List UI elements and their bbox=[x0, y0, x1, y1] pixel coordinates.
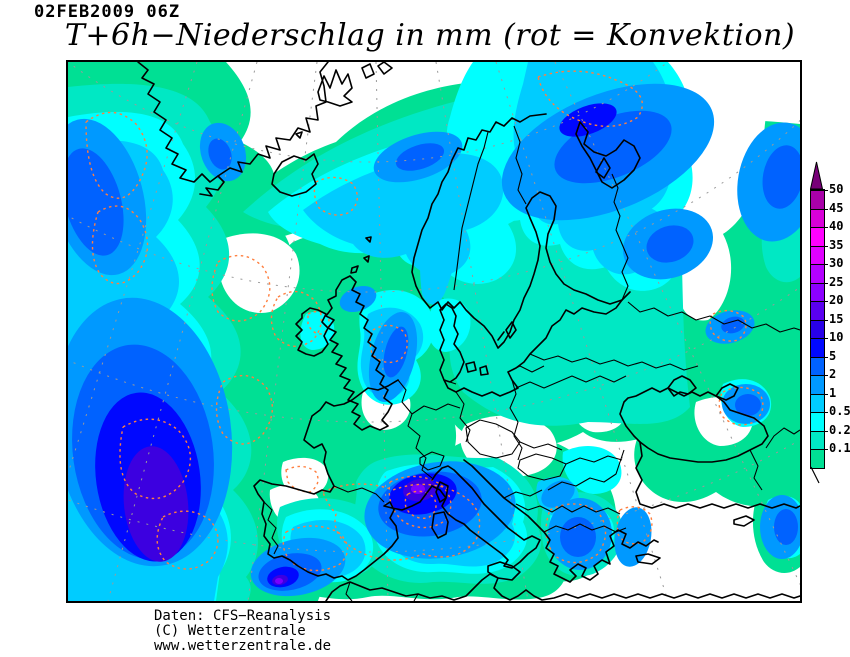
weather-map bbox=[66, 60, 802, 603]
legend-band bbox=[811, 449, 824, 468]
footer-url[interactable]: www.wetterzentrale.de bbox=[154, 638, 332, 654]
legend-tick bbox=[811, 375, 828, 377]
legend-value-label: 0.1 bbox=[829, 441, 850, 456]
legend-tick bbox=[811, 208, 828, 210]
page-title: T+6h−Niederschlag in mm (rot = Konvektio… bbox=[64, 18, 796, 53]
legend-band bbox=[811, 338, 824, 357]
run-datetime: 02FEB2009 06Z bbox=[34, 2, 181, 22]
legend-value-label: 1 bbox=[829, 385, 837, 400]
legend-value-label: 0.2 bbox=[829, 422, 850, 437]
legend-band bbox=[811, 264, 824, 283]
legend-tick bbox=[811, 412, 828, 414]
legend-band bbox=[811, 356, 824, 376]
legend-band bbox=[811, 227, 824, 246]
legend-value-label: 15 bbox=[829, 311, 844, 326]
legend-band bbox=[811, 301, 824, 320]
legend-tick bbox=[811, 227, 828, 229]
legend-tick bbox=[811, 190, 828, 191]
legend-value-label: 40 bbox=[829, 219, 844, 234]
legend-value-label: 30 bbox=[829, 256, 844, 271]
border-layer bbox=[263, 125, 800, 601]
legend-tick bbox=[811, 356, 828, 358]
legend-band bbox=[811, 208, 824, 228]
precipitation-chart-svg bbox=[68, 62, 800, 601]
legend-value-label: 0.5 bbox=[829, 404, 850, 419]
footer-copyright: (C) Wetterzentrale bbox=[154, 623, 306, 639]
legend-tick bbox=[811, 393, 828, 395]
legend-value-label: 5 bbox=[829, 348, 837, 363]
legend-value-label: 20 bbox=[829, 293, 844, 308]
legend-tick bbox=[811, 449, 828, 451]
graticule-layer bbox=[68, 62, 800, 601]
legend-band bbox=[811, 190, 824, 209]
legend-band bbox=[811, 393, 824, 413]
legend-band bbox=[811, 282, 824, 302]
legend-value-label: 10 bbox=[829, 330, 844, 345]
legend-tick bbox=[811, 338, 828, 340]
legend-tick bbox=[811, 245, 828, 247]
legend-band bbox=[811, 245, 824, 265]
legend-value-label: 45 bbox=[829, 200, 844, 215]
legend-tick bbox=[811, 282, 828, 284]
legend-band bbox=[811, 430, 824, 450]
legend-value-label: 35 bbox=[829, 237, 844, 252]
convection-layer bbox=[85, 70, 764, 572]
legend-tick bbox=[811, 301, 828, 303]
legend-foot-tick bbox=[810, 466, 820, 484]
legend-band bbox=[811, 375, 824, 394]
legend-value-label: 2 bbox=[829, 367, 837, 382]
legend-value-label: 50 bbox=[829, 182, 844, 196]
legend-bar bbox=[810, 189, 828, 469]
legend-tick bbox=[811, 430, 828, 432]
footer-data-source: Daten: CFS−Reanalysis bbox=[154, 608, 332, 624]
legend-value-label: 25 bbox=[829, 274, 844, 289]
legend-band bbox=[811, 319, 824, 339]
legend-band bbox=[811, 412, 824, 431]
legend: 50 45 40 35 30 25 20 15 10 5 2 1 0.5 0.2 0.1 bbox=[808, 161, 850, 491]
legend-tick bbox=[811, 264, 828, 266]
coastline-layer bbox=[137, 62, 800, 601]
legend-arrow-icon bbox=[809, 161, 824, 189]
legend-tick bbox=[811, 319, 828, 321]
